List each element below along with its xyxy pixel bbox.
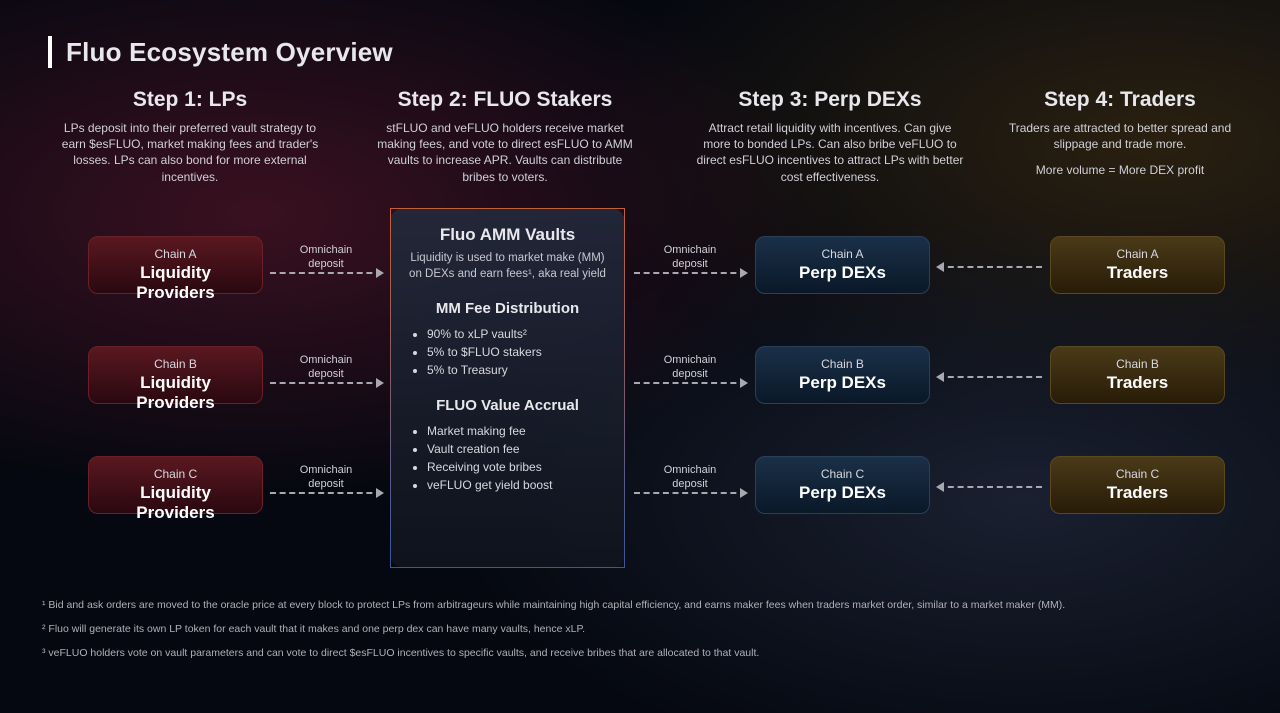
arrow-line — [270, 492, 382, 494]
footnote-1: ¹ Bid and ask orders are moved to the or… — [42, 598, 1192, 612]
step-heading: Step 2: FLUO Stakers — [374, 88, 636, 112]
lp-card-2: Chain CLiquidity Providers — [88, 456, 263, 514]
center-title: Fluo AMM Vaults — [409, 225, 606, 245]
arrow-caption: Omnichain — [300, 354, 353, 366]
step-body: Traders are attracted to better spread a… — [1004, 120, 1236, 152]
arrow-line — [270, 382, 382, 384]
page-title: Fluo Ecosystem Oyerview — [66, 37, 393, 68]
lp-arrow-2: Omnichain deposit — [270, 464, 382, 496]
arrow-line — [634, 272, 746, 274]
arrow-line — [634, 492, 746, 494]
card-label: Perp DEXs — [768, 263, 917, 283]
card-label: Perp DEXs — [768, 483, 917, 503]
accrual-item: Vault creation fee — [427, 440, 606, 458]
chain-label: Chain A — [101, 247, 250, 261]
lp-card-0: Chain ALiquidity Providers — [88, 236, 263, 294]
card-label: Traders — [1063, 483, 1212, 503]
step-heading: Step 4: Traders — [1004, 88, 1236, 112]
dex-arrow-2: Omnichain deposit — [634, 464, 746, 496]
dex-arrow-1: Omnichain deposit — [634, 354, 746, 386]
fee-item: 5% to $FLUO stakers — [427, 343, 606, 361]
arrow-caption: deposit — [308, 258, 343, 270]
card-label: Liquidity Providers — [101, 263, 250, 303]
lp-arrow-0: Omnichain deposit — [270, 244, 382, 276]
fee-distribution-heading: MM Fee Distribution — [409, 300, 606, 317]
step-column-1: Step 1: LPs LPs deposit into their prefer… — [40, 88, 340, 185]
step-body: LPs deposit into their preferred vault s… — [54, 120, 326, 185]
accrual-item: veFLUO get yield boost — [427, 476, 606, 494]
value-accrual-heading: FLUO Value Accrual — [409, 397, 606, 414]
chain-label: Chain B — [1063, 357, 1212, 371]
footnote-3: ³ veFLUO holders vote on vault parameter… — [42, 646, 1192, 660]
card-label: Liquidity Providers — [101, 373, 250, 413]
chain-label: Chain C — [768, 467, 917, 481]
step-column-3: Step 3: Perp DEXs Attract retail liquidit… — [680, 88, 980, 185]
chain-label: Chain A — [1063, 247, 1212, 261]
chain-label: Chain C — [101, 467, 250, 481]
arrow-caption: Omnichain — [300, 244, 353, 256]
value-accrual-list: Market making feeVault creation feeRecei… — [409, 422, 606, 494]
arrow-line — [634, 382, 746, 384]
arrow-line — [938, 486, 1042, 488]
footnotes: ¹ Bid and ask orders are moved to the or… — [42, 598, 1192, 671]
page-title-bar: Fluo Ecosystem Oyerview — [48, 36, 393, 68]
dex-card-0: Chain A Perp DEXs — [755, 236, 930, 294]
diagram-area: Fluo AMM Vaults Liquidity is used to mar… — [0, 218, 1280, 578]
fee-item: 5% to Treasury — [427, 361, 606, 379]
footnote-2: ² Fluo will generate its own LP token fo… — [42, 622, 1192, 636]
step-heading: Step 1: LPs — [54, 88, 326, 112]
arrow-line — [938, 376, 1042, 378]
accrual-item: Market making fee — [427, 422, 606, 440]
lp-card-1: Chain BLiquidity Providers — [88, 346, 263, 404]
step-heading: Step 3: Perp DEXs — [694, 88, 966, 112]
card-label: Traders — [1063, 373, 1212, 393]
arrow-caption: Omnichain — [664, 464, 717, 476]
arrow-caption: Omnichain — [664, 354, 717, 366]
trader-card-1: Chain B Traders — [1050, 346, 1225, 404]
dex-arrow-0: Omnichain deposit — [634, 244, 746, 276]
step-column-4: Step 4: Traders Traders are attracted to … — [990, 88, 1250, 179]
center-vault-card: Fluo AMM Vaults Liquidity is used to mar… — [390, 208, 625, 568]
arrow-caption: deposit — [308, 368, 343, 380]
arrow-caption: deposit — [672, 258, 707, 270]
trader-arrow-1 — [938, 354, 1042, 386]
trader-arrow-0 — [938, 244, 1042, 276]
chain-label: Chain B — [768, 357, 917, 371]
arrow-caption: deposit — [308, 478, 343, 490]
arrow-caption: deposit — [672, 478, 707, 490]
fee-item: 90% to xLP vaults² — [427, 325, 606, 343]
trader-arrow-2 — [938, 464, 1042, 496]
trader-card-2: Chain C Traders — [1050, 456, 1225, 514]
center-subtitle: Liquidity is used to market make (MM) on… — [409, 251, 606, 282]
step-column-2: Step 2: FLUO Stakers stFLUO and veFLUO ho… — [360, 88, 650, 185]
arrow-line — [938, 266, 1042, 268]
step-body: Attract retail liquidity with incentives… — [694, 120, 966, 185]
arrow-line — [270, 272, 382, 274]
card-label: Traders — [1063, 263, 1212, 283]
step-body: stFLUO and veFLUO holders receive market… — [374, 120, 636, 185]
step-extra: More volume = More DEX profit — [1004, 162, 1236, 178]
arrow-caption: deposit — [672, 368, 707, 380]
lp-arrow-1: Omnichain deposit — [270, 354, 382, 386]
dex-card-2: Chain C Perp DEXs — [755, 456, 930, 514]
chain-label: Chain A — [768, 247, 917, 261]
title-accent-bar — [48, 36, 52, 68]
card-label: Perp DEXs — [768, 373, 917, 393]
card-label: Liquidity Providers — [101, 483, 250, 523]
dex-card-1: Chain B Perp DEXs — [755, 346, 930, 404]
trader-card-0: Chain A Traders — [1050, 236, 1225, 294]
chain-label: Chain B — [101, 357, 250, 371]
arrow-caption: Omnichain — [664, 244, 717, 256]
accrual-item: Receiving vote bribes — [427, 458, 606, 476]
arrow-caption: Omnichain — [300, 464, 353, 476]
chain-label: Chain C — [1063, 467, 1212, 481]
fee-distribution-list: 90% to xLP vaults²5% to $FLUO stakers5% … — [409, 325, 606, 379]
